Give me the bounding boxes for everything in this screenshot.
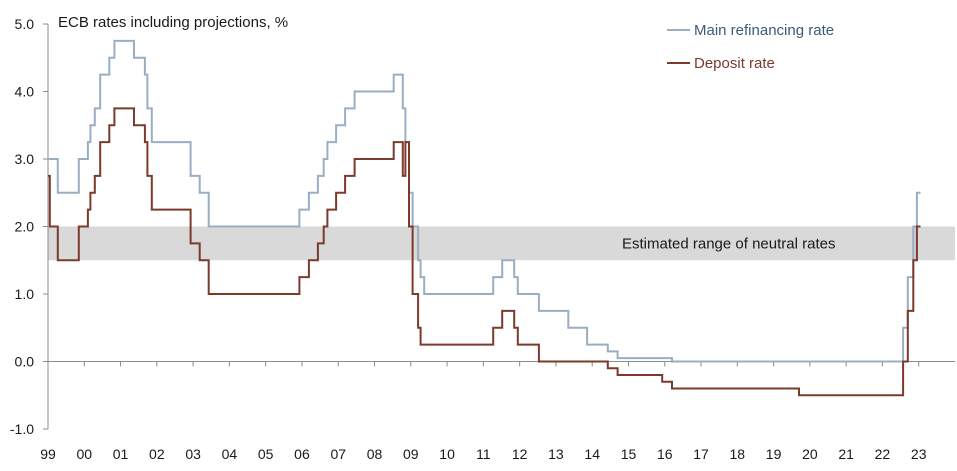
series-line-main-refinancing: [48, 39, 921, 363]
y-tick-label: -1.0: [10, 421, 34, 437]
x-tick-label: 22: [875, 446, 891, 462]
y-tick-label: 5.0: [15, 16, 35, 32]
x-tick-label: 19: [766, 446, 782, 462]
x-tick-label: 01: [113, 446, 129, 462]
x-tick-label: 20: [802, 446, 818, 462]
legend-label-deposit: Deposit rate: [694, 55, 775, 72]
x-tick-label: 14: [584, 446, 600, 462]
x-tick-label: 12: [512, 446, 528, 462]
x-tick-label: 17: [693, 446, 709, 462]
x-tick-label: 09: [403, 446, 419, 462]
series-line-deposit: [48, 107, 921, 397]
x-tick-label: 10: [439, 446, 455, 462]
x-tick-label: 16: [657, 446, 673, 462]
x-tick-label: 03: [185, 446, 201, 462]
y-tick-label: 0.0: [15, 354, 35, 370]
y-tick-label: 4.0: [15, 84, 35, 100]
y-tick-label: 3.0: [15, 151, 35, 167]
band-label: Estimated range of neutral rates: [622, 235, 835, 252]
x-tick-label: 11: [476, 446, 491, 462]
x-tick-label: 23: [911, 446, 927, 462]
y-tick-labels: 5.0 4.0 3.0 2.0 1.0 0.0 -1.0: [10, 16, 34, 437]
chart-title: ECB rates including projections, %: [58, 14, 288, 31]
x-tick-label: 05: [258, 446, 274, 462]
x-tick-label: 21: [838, 446, 854, 462]
y-tick-label: 2.0: [15, 219, 35, 235]
series-group: [48, 39, 921, 397]
y-tick-label: 1.0: [15, 286, 35, 302]
legend: Main refinancing rate Deposit rate: [667, 22, 834, 72]
x-tick-label: 07: [330, 446, 346, 462]
x-tick-labels: 99 00 01 02 03 04 05 06 07 08 09 10 11 12 13 14 15 16 17 18…: [40, 446, 927, 462]
x-tick-label: 08: [367, 446, 383, 462]
x-tick-label: 04: [222, 446, 238, 462]
x-tick-label: 15: [621, 446, 637, 462]
x-tick-label: 00: [76, 446, 92, 462]
x-tick-label: 99: [40, 446, 56, 462]
x-tick-label: 06: [294, 446, 310, 462]
x-tick-label: 02: [149, 446, 165, 462]
x-tick-label: 18: [730, 446, 746, 462]
x-tick-label: 13: [548, 446, 564, 462]
axis-ticks: [43, 23, 920, 430]
legend-label-main-refinancing: Main refinancing rate: [694, 22, 834, 39]
